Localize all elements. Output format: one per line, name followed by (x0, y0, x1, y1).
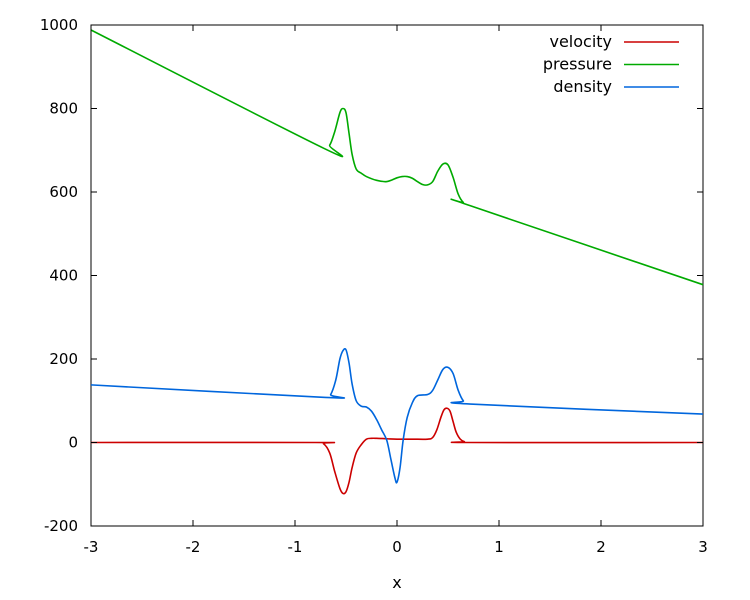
y-tick-label: -200 (44, 517, 78, 535)
legend-label-density: density (553, 77, 612, 96)
y-tick-label: 600 (49, 183, 78, 201)
x-axis-label: x (392, 573, 401, 592)
x-tick-label: -2 (186, 538, 201, 556)
series-line-pressure (90, 29, 704, 286)
y-tick-label: 1000 (40, 16, 78, 34)
series-line-density (90, 347, 704, 484)
series-layer (90, 29, 704, 495)
legend-label-pressure: pressure (543, 55, 612, 74)
x-tick-label: -1 (288, 538, 303, 556)
x-tick-label: 0 (392, 538, 402, 556)
x-tick-label: 3 (698, 538, 708, 556)
plot-frame (90, 24, 704, 527)
x-tick-label: 2 (596, 538, 606, 556)
legend: velocity pressure density (543, 32, 679, 96)
y-tick-label: 0 (68, 434, 78, 452)
x-tick-label: 1 (494, 538, 504, 556)
legend-label-velocity: velocity (549, 32, 612, 51)
y-tick-label: 400 (49, 267, 78, 285)
y-tick-label: 800 (49, 100, 78, 118)
x-tick-label: -3 (84, 538, 99, 556)
ticks-layer: -3 -2 -1 0 1 2 3 -200 0 200 400 600 800 1000 (40, 16, 708, 556)
y-tick-label: 200 (49, 350, 78, 368)
